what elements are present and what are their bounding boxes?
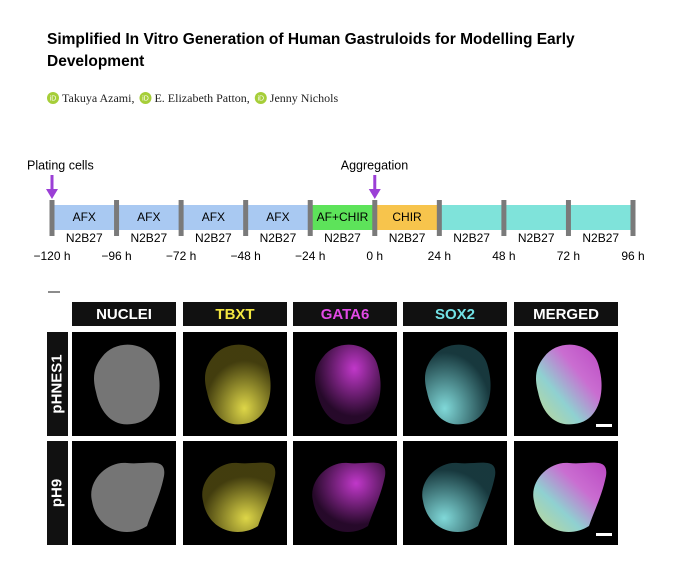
segment-label: CHIR <box>392 210 422 224</box>
medium-label: N2B27 <box>66 231 103 245</box>
segment-label: AFX <box>73 210 96 224</box>
segment <box>245 205 311 230</box>
event-label: Plating cells <box>27 158 94 172</box>
gastruloid <box>94 344 160 425</box>
separator <box>178 200 184 236</box>
time-label: 72 h <box>557 249 580 263</box>
medium-label: N2B27 <box>389 231 426 245</box>
separator <box>372 200 378 236</box>
segment <box>310 205 375 230</box>
medium-label: N2B27 <box>130 231 167 245</box>
orcid-icon <box>254 92 267 104</box>
time-label: 24 h <box>428 249 451 263</box>
column-header: GATA6 <box>321 306 370 323</box>
time-label: 96 h <box>621 249 644 263</box>
medium-label: N2B27 <box>195 231 232 245</box>
separator <box>565 200 571 236</box>
orcid-id: iD <box>257 95 264 102</box>
gastruloid <box>205 344 271 425</box>
scale-bar <box>596 424 612 427</box>
column-header: NUCLEI <box>96 306 152 323</box>
medium-label: N2B27 <box>324 231 361 245</box>
time-label: −120 h <box>33 249 70 263</box>
separator <box>436 200 442 236</box>
segment <box>116 205 182 230</box>
orcid-icon <box>47 92 59 104</box>
author: E. Elizabeth Patton, <box>154 91 249 105</box>
column-header: TBXT <box>215 306 254 323</box>
segment <box>568 205 633 230</box>
time-label: 48 h <box>492 249 515 263</box>
separator <box>307 200 313 236</box>
row-label: pHNES1 <box>48 354 65 413</box>
time-label: −96 h <box>101 249 131 263</box>
gastruloid <box>91 462 165 533</box>
gastruloid <box>202 462 276 533</box>
time-label: 0 h <box>366 249 383 263</box>
author: Takuya Azami, <box>62 91 134 105</box>
column-header: MERGED <box>533 306 599 323</box>
time-label: −72 h <box>166 249 196 263</box>
segment-label: AF+CHIR <box>317 210 369 224</box>
column-header-box <box>72 302 176 326</box>
column-header: SOX2 <box>435 306 475 323</box>
gastruloid <box>422 462 496 533</box>
column-header-box <box>293 302 397 326</box>
author: Jenny Nichols <box>270 91 339 105</box>
event-arrowhead <box>46 189 58 199</box>
time-label: −24 h <box>295 249 325 263</box>
segment-label: AFX <box>202 210 225 224</box>
separator <box>243 200 249 236</box>
gastruloid <box>312 462 386 533</box>
segment-label: AFX <box>137 210 160 224</box>
gastruloid <box>533 462 607 533</box>
segment <box>503 205 569 230</box>
segment <box>439 205 504 230</box>
column-header-box <box>514 302 618 326</box>
gastruloid <box>315 344 381 425</box>
event-label: Aggregation <box>341 158 408 172</box>
separator <box>630 200 636 236</box>
medium-label: N2B27 <box>453 231 490 245</box>
gastruloid <box>425 344 491 425</box>
column-header-box <box>183 302 287 326</box>
row-label: pH9 <box>48 479 65 507</box>
gastruloid <box>536 344 602 425</box>
orcid-id: iD <box>142 95 149 102</box>
orcid-id: iD <box>50 95 57 102</box>
row-label-box <box>47 332 68 436</box>
medium-label: N2B27 <box>260 231 297 245</box>
segment-label: AFX <box>266 210 289 224</box>
separator <box>49 200 55 236</box>
segment <box>374 205 440 230</box>
orcid-icon <box>139 92 152 104</box>
title-line: Development <box>47 53 144 70</box>
separator <box>114 200 120 236</box>
event-arrowhead <box>368 189 381 199</box>
title-line: Simplified In Vitro Generation of Human … <box>47 31 575 48</box>
medium-label: N2B27 <box>582 231 619 245</box>
medium-label: N2B27 <box>518 231 555 245</box>
segment <box>181 205 246 230</box>
segment <box>52 205 117 230</box>
row-label-box <box>47 441 68 545</box>
separator <box>501 200 507 236</box>
column-header-box <box>403 302 507 326</box>
scale-bar <box>596 533 612 536</box>
time-label: −48 h <box>230 249 260 263</box>
